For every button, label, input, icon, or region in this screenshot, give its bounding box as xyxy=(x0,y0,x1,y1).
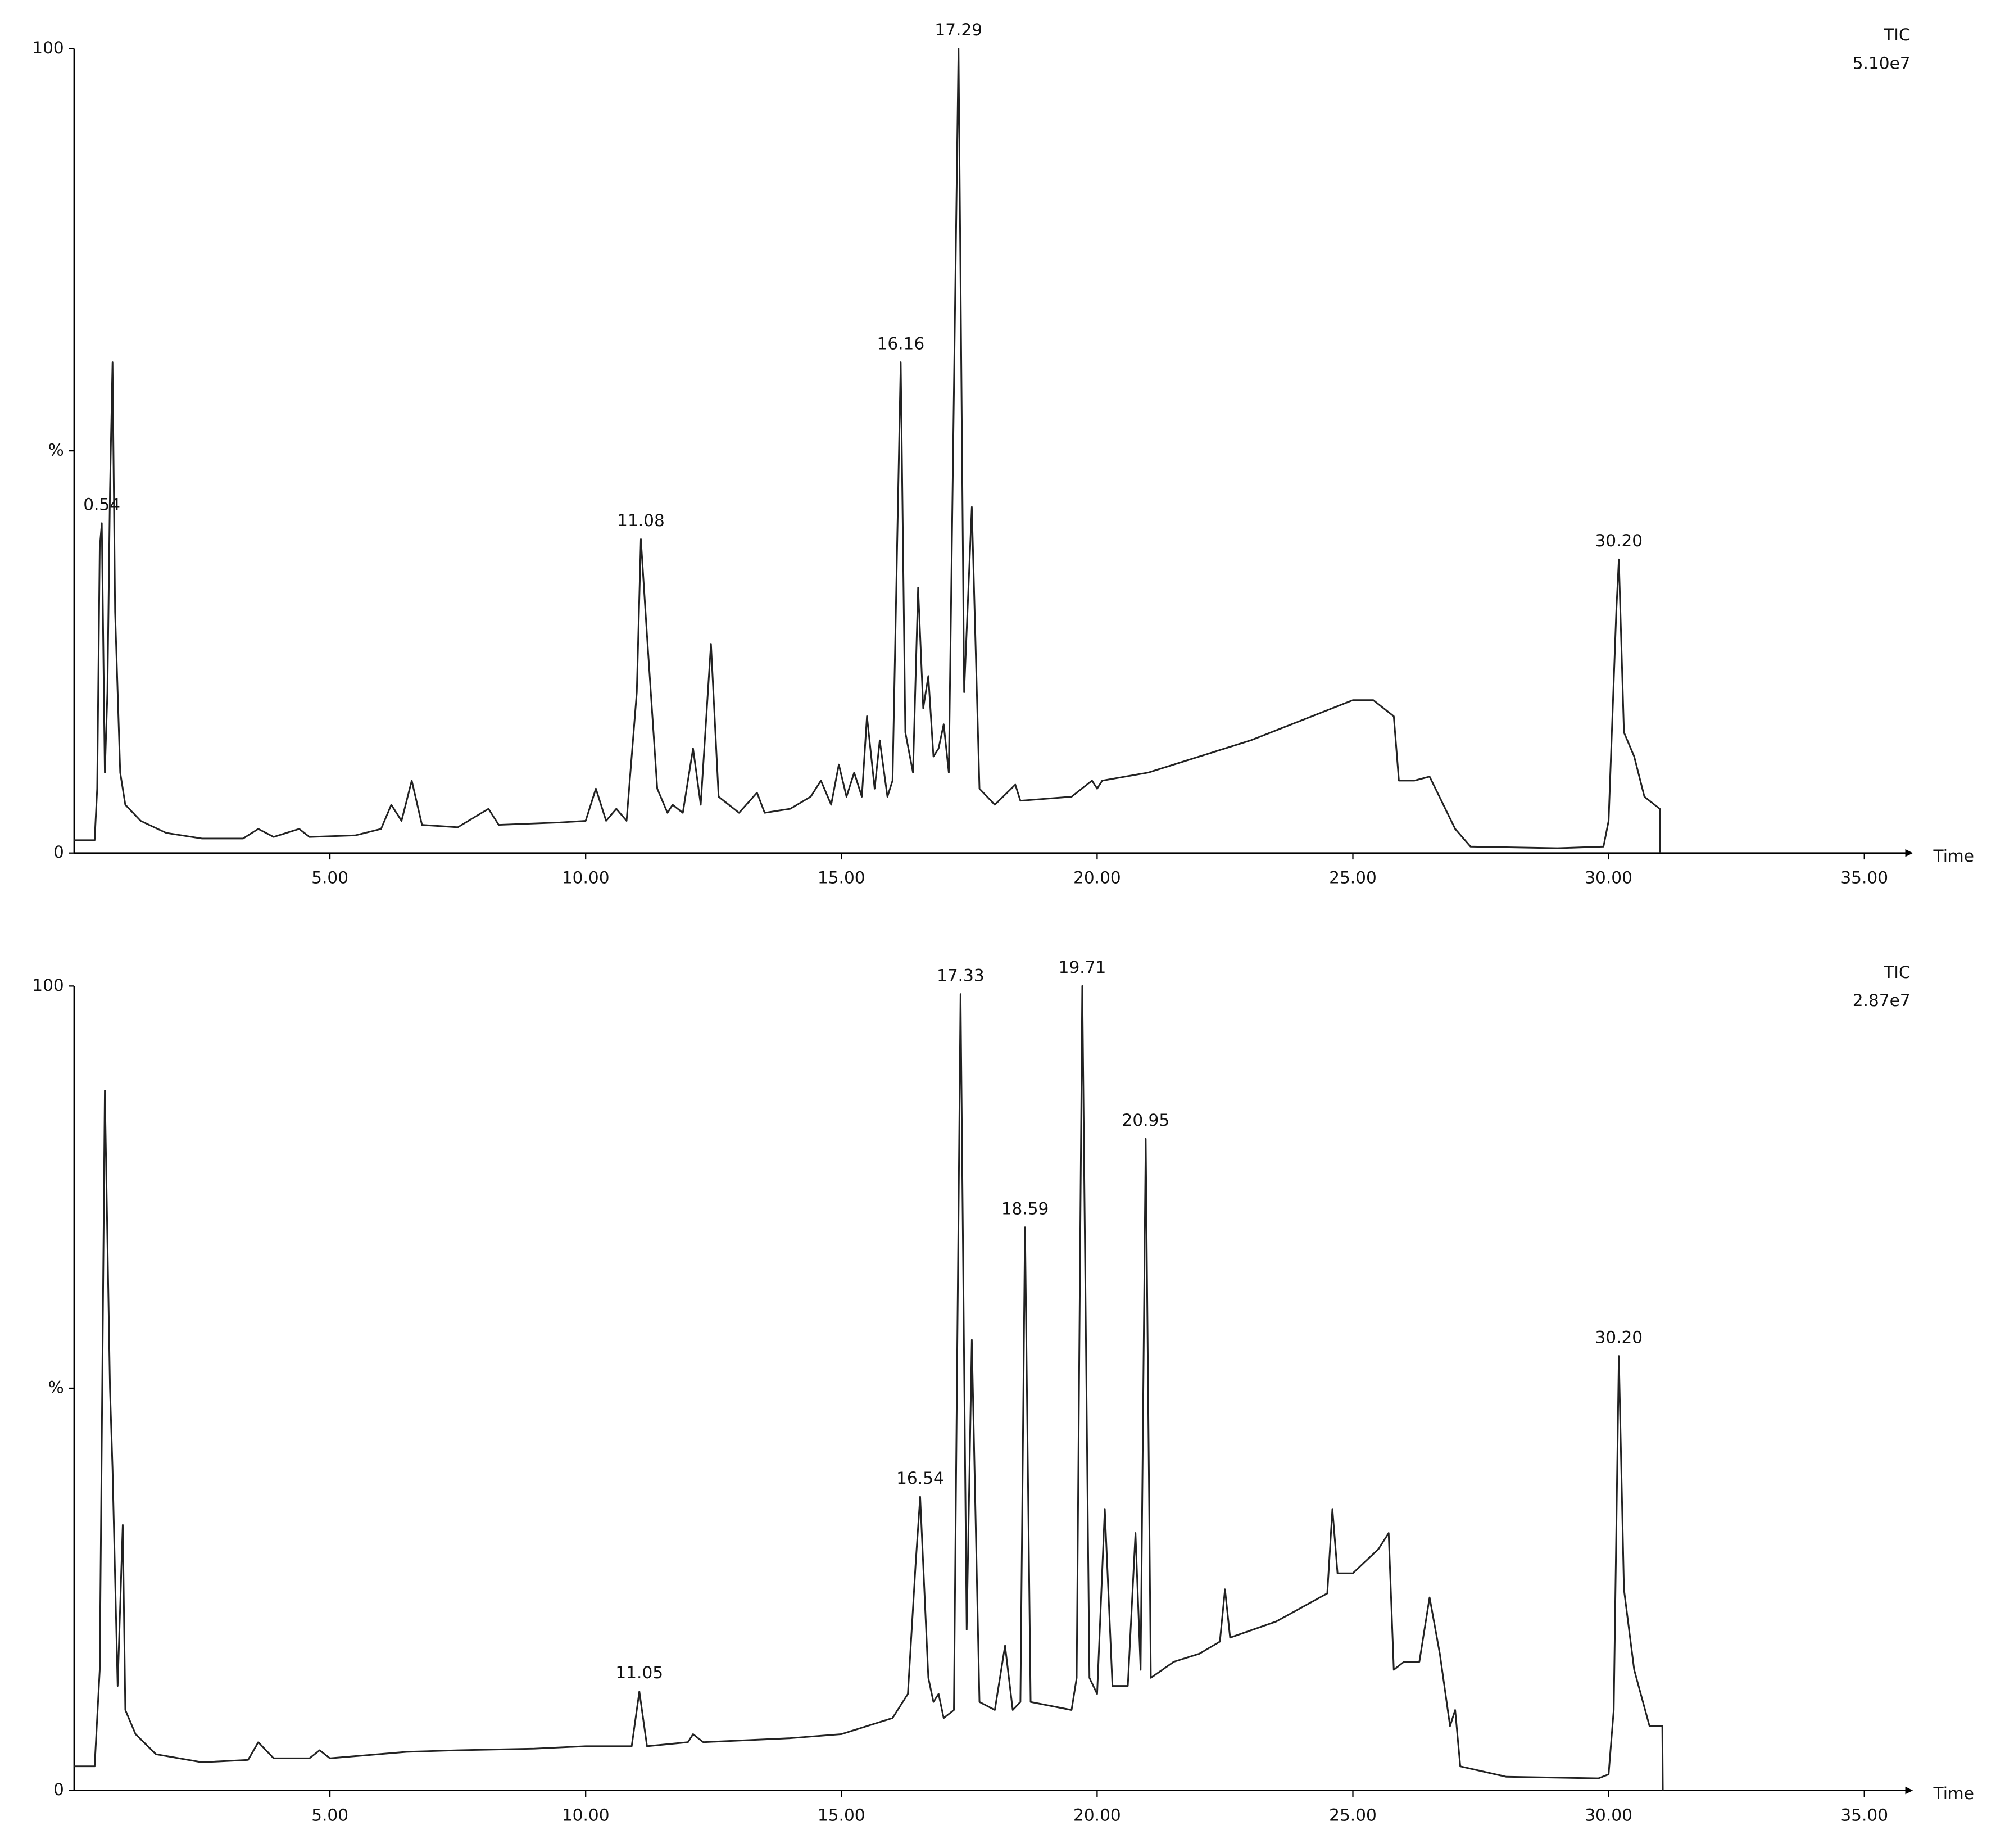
y-tick-label: 0 xyxy=(53,1780,64,1799)
x-tick-label: 15.00 xyxy=(818,868,865,887)
x-tick-label: 20.00 xyxy=(1073,868,1121,887)
peak-label: 20.95 xyxy=(1122,1111,1170,1130)
y-tick-label: % xyxy=(48,1378,64,1397)
trace xyxy=(74,985,1664,1791)
x-tick-label: 20.00 xyxy=(1073,1806,1121,1825)
x-tick-label: 5.00 xyxy=(311,1806,348,1825)
x-axis-label: Time xyxy=(1933,1784,1974,1803)
x-tick-label: 10.00 xyxy=(562,868,610,887)
peak-label: 30.20 xyxy=(1595,1328,1643,1347)
x-tick-label: 30.00 xyxy=(1585,1806,1632,1825)
x-tick-label: 25.00 xyxy=(1329,868,1377,887)
peak-label: 17.33 xyxy=(937,966,985,985)
x-tick-label: 35.00 xyxy=(1840,1806,1888,1825)
peak-label: 11.05 xyxy=(615,1663,663,1682)
peak-label: 16.54 xyxy=(896,1469,944,1488)
peak-label: 18.59 xyxy=(1001,1199,1049,1218)
trace-header: TIC xyxy=(1883,25,1910,44)
y-tick-label: 100 xyxy=(32,38,63,57)
x-tick-label: 15.00 xyxy=(818,1806,865,1825)
trace-scale: 2.87e7 xyxy=(1853,991,1911,1010)
x-axis-label: Time xyxy=(1933,846,1974,866)
peak-label: 19.71 xyxy=(1059,958,1106,977)
x-tick-label: 10.00 xyxy=(562,1806,610,1825)
peak-label: 0.54 xyxy=(83,495,120,514)
trace-header: TIC xyxy=(1883,963,1910,982)
trace-scale: 5.10e7 xyxy=(1853,53,1911,73)
x-tick-label: 30.00 xyxy=(1585,868,1632,887)
peak-label: 30.20 xyxy=(1595,531,1643,550)
x-tick-label: 25.00 xyxy=(1329,1806,1377,1825)
x-tick-label: 5.00 xyxy=(311,868,348,887)
x-axis-arrow xyxy=(1905,1786,1913,1795)
peak-label: 17.29 xyxy=(935,20,982,39)
peak-label: 16.16 xyxy=(877,334,925,353)
y-tick-label: % xyxy=(48,441,64,460)
x-tick-label: 35.00 xyxy=(1840,868,1888,887)
y-tick-label: 0 xyxy=(53,843,64,862)
y-tick-label: 100 xyxy=(32,976,63,995)
peak-label: 11.08 xyxy=(617,511,665,530)
trace xyxy=(74,47,1662,853)
x-axis-arrow xyxy=(1905,849,1913,857)
